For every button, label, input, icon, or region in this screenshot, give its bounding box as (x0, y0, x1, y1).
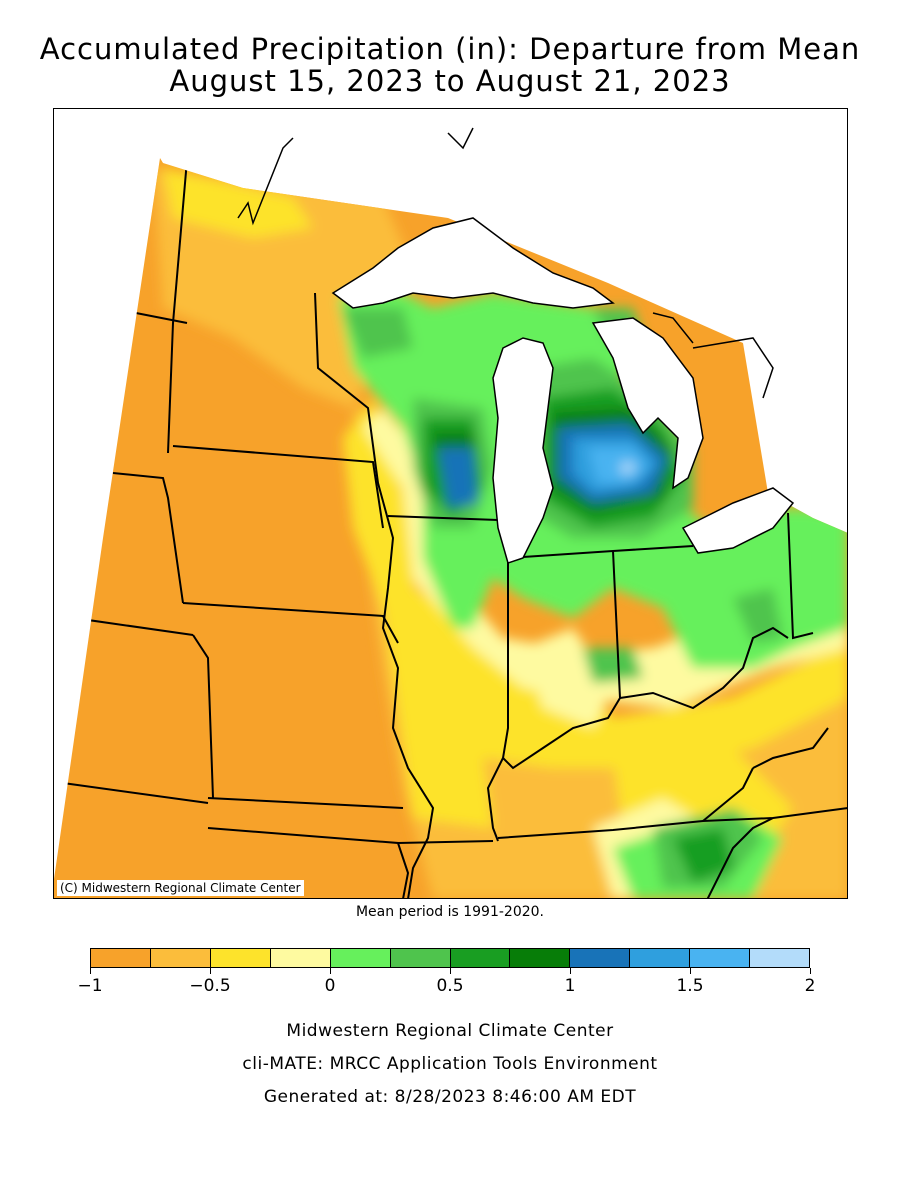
legend-tick-label: 2 (804, 976, 816, 996)
great-lakes (331, 217, 795, 564)
legend-swatch (690, 949, 751, 967)
legend-tick-label: −0.5 (189, 976, 231, 996)
footer-org: Midwestern Regional Climate Center (286, 1021, 614, 1041)
legend-tick (809, 968, 811, 974)
legend-tick-label: 1.5 (676, 976, 704, 996)
lake-superior (331, 217, 615, 309)
legend-swatch (210, 949, 271, 967)
legend-tick-label: 1 (564, 976, 576, 996)
footer-app: cli-MATE: MRCC Application Tools Environ… (242, 1054, 658, 1074)
state-borders (62, 159, 848, 899)
legend-tick (569, 968, 571, 974)
legend-swatch (570, 949, 631, 967)
legend-tick (449, 968, 451, 974)
legend-tick (89, 968, 91, 974)
legend-tick (209, 968, 211, 974)
map-title: Accumulated Precipitation (in): Departur… (39, 32, 861, 66)
lake-huron (591, 317, 704, 490)
precipitation-map (53, 108, 848, 899)
legend-swatch (510, 949, 571, 967)
legend-tick-label: 0 (324, 976, 336, 996)
lake-erie (681, 487, 795, 554)
mean-period-note: Mean period is 1991-2020. (355, 904, 545, 920)
legend-swatch (330, 949, 391, 967)
legend-swatch (390, 949, 451, 967)
legend-swatch (630, 949, 691, 967)
legend-swatch (150, 949, 211, 967)
legend-tick-label: −1 (77, 976, 103, 996)
copyright-label: (C) Midwestern Regional Climate Center (57, 880, 304, 896)
map-date-range: August 15, 2023 to August 21, 2023 (169, 64, 731, 98)
canada-borders (237, 127, 774, 399)
legend-tick-label: 0.5 (436, 976, 464, 996)
legend-tick (689, 968, 691, 974)
footer-generated: Generated at: 8/28/2023 8:46:00 AM EDT (263, 1087, 637, 1107)
color-legend (90, 948, 810, 968)
legend-swatch (91, 949, 151, 967)
legend-tick (329, 968, 331, 974)
legend-swatch (270, 949, 331, 967)
legend-swatch (450, 949, 511, 967)
lake-michigan (492, 337, 554, 564)
legend-swatch (750, 949, 810, 967)
